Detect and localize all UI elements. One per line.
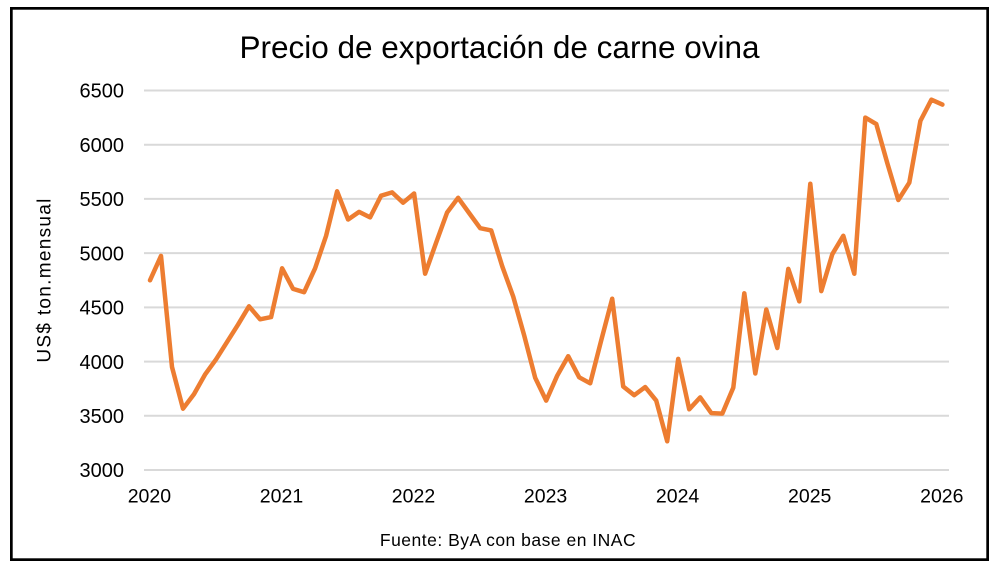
svg-text:2023: 2023 xyxy=(524,486,567,508)
svg-text:2025: 2025 xyxy=(788,486,832,508)
svg-text:4500: 4500 xyxy=(80,298,125,320)
svg-text:3000: 3000 xyxy=(80,460,125,482)
svg-text:2020: 2020 xyxy=(128,486,172,508)
svg-text:4000: 4000 xyxy=(80,352,125,374)
svg-text:2026: 2026 xyxy=(920,486,963,508)
svg-text:Precio de exportación de carne: Precio de exportación de carne ovina xyxy=(239,29,760,65)
svg-text:US$ ton.mensual: US$ ton.mensual xyxy=(35,197,56,362)
svg-text:5500: 5500 xyxy=(80,189,125,211)
svg-text:6500: 6500 xyxy=(80,81,125,103)
svg-text:Fuente: ByA con base en INAC: Fuente: ByA con base en INAC xyxy=(380,530,636,550)
svg-text:6000: 6000 xyxy=(80,135,125,157)
svg-text:3500: 3500 xyxy=(80,406,125,428)
svg-text:5000: 5000 xyxy=(80,243,125,265)
svg-text:2024: 2024 xyxy=(656,486,700,508)
svg-text:2021: 2021 xyxy=(260,486,303,508)
svg-text:2022: 2022 xyxy=(392,486,435,508)
